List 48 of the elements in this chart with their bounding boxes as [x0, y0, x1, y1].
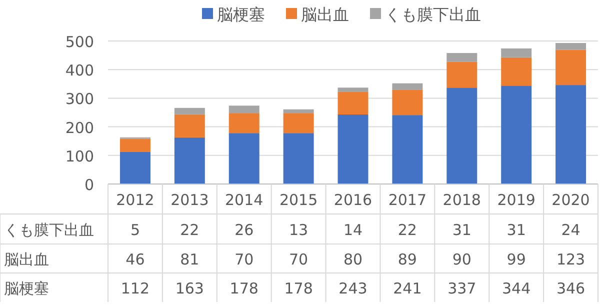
- x-tick-label: 2016: [334, 191, 372, 209]
- y-tick-label: 0: [84, 176, 94, 194]
- data-label: 80: [343, 250, 363, 268]
- data-label: 112: [120, 280, 150, 298]
- data-label: 70: [234, 250, 254, 268]
- x-tick-label: 2018: [442, 191, 481, 209]
- data-label: 5: [130, 221, 140, 239]
- data-label: 123: [556, 250, 586, 268]
- x-tick-label: 2019: [497, 191, 536, 209]
- text: くも膜下出血: [4, 221, 94, 239]
- x-tick-label: 2015: [279, 191, 318, 209]
- data-label: 241: [393, 280, 422, 298]
- data-label: 346: [556, 280, 586, 298]
- x-tick-label: 2014: [225, 191, 264, 209]
- x-tick-label: 2020: [552, 191, 590, 209]
- data-label: 46: [126, 250, 145, 268]
- text: 脳出血: [4, 250, 49, 268]
- legend-label: 脳梗塞: [217, 5, 265, 24]
- data-label: 70: [289, 250, 308, 268]
- y-tick-label: 500: [65, 33, 94, 51]
- data-label: 26: [234, 221, 254, 239]
- y-tick-label: 200: [65, 118, 94, 137]
- y-tick-label: 100: [65, 147, 94, 166]
- data-label: 22: [398, 221, 417, 239]
- x-tick-label: 2017: [388, 191, 427, 209]
- data-label: 31: [506, 221, 526, 239]
- data-label: 99: [506, 250, 526, 268]
- data-label: 163: [175, 280, 204, 298]
- x-tick-label: 2012: [116, 191, 154, 209]
- x-tick-label: 2013: [170, 191, 209, 209]
- data-label: 81: [180, 250, 200, 268]
- data-label: 24: [561, 221, 580, 239]
- data-label: 13: [289, 221, 308, 239]
- text: 脳梗塞: [4, 280, 49, 298]
- y-tick-label: 300: [65, 90, 94, 108]
- data-label: 344: [502, 280, 531, 298]
- y-tick-label: 400: [65, 62, 94, 80]
- data-label: 31: [452, 221, 472, 239]
- legend-label: くも膜下出血: [385, 5, 481, 24]
- data-label: 178: [230, 280, 258, 298]
- data-label: 89: [398, 250, 417, 268]
- data-label: 90: [452, 250, 472, 268]
- legend-label: 脳出血: [301, 5, 349, 24]
- data-label: 337: [448, 280, 476, 298]
- data-label: 178: [284, 280, 313, 298]
- data-label: 243: [338, 280, 368, 298]
- data-label: 14: [343, 221, 363, 239]
- data-label: 22: [180, 221, 200, 239]
